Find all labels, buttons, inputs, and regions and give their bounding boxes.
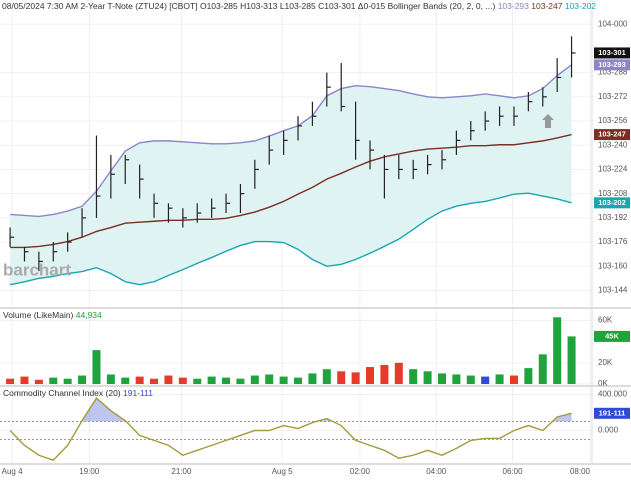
volume-bar — [207, 376, 216, 384]
volume-bar — [524, 368, 533, 384]
volume-title: Volume (LikeMain) 44,934 — [3, 310, 102, 320]
volume-bar — [294, 377, 303, 384]
volume-bar — [308, 373, 317, 384]
volume-bar — [106, 374, 115, 384]
price-flag-label: 103-202 — [598, 198, 626, 207]
volume-bar — [178, 377, 187, 384]
price-flag-label: 103-293 — [598, 60, 626, 69]
y-tick-label: 0.000 — [598, 426, 619, 435]
cci-title-text: Commodity Channel Index (20) — [3, 388, 121, 398]
volume-bar — [538, 354, 547, 384]
x-tick-label: 04:00 — [426, 467, 447, 476]
volume-bar — [509, 375, 518, 384]
y-tick-label: 103-240 — [598, 140, 628, 149]
volume-bar — [6, 378, 15, 384]
y-tick-label: 60K — [598, 316, 613, 325]
volume-bar — [49, 377, 58, 384]
y-tick-label: 103-272 — [598, 92, 628, 101]
y-tick-label: 103-288 — [598, 68, 628, 77]
price-flag — [594, 47, 630, 59]
y-tick-label: 103-192 — [598, 213, 628, 222]
volume-bar — [265, 374, 274, 384]
x-tick-label: 02:00 — [350, 467, 371, 476]
band-line — [9, 192, 572, 286]
price-flag — [594, 197, 630, 209]
band-label: 103-202 — [565, 1, 596, 11]
cci-line — [9, 397, 572, 462]
volume-title-text: Volume (LikeMain) — [3, 310, 74, 320]
header-text: 08/05/2024 7:30 AM 2-Year T-Note (ZTU24)… — [2, 1, 495, 11]
price-flag — [594, 330, 630, 342]
price-flag-label: 191-111 — [599, 408, 626, 417]
volume-bar — [495, 374, 504, 384]
y-tick-label: 103-144 — [598, 286, 628, 295]
volume-bar — [423, 371, 432, 384]
volume-last: 44,934 — [76, 310, 102, 320]
x-tick-label: 08:00 — [570, 467, 591, 476]
volume-bar — [135, 376, 144, 384]
band-line — [10, 133, 572, 249]
price-flag — [594, 129, 630, 141]
volume-bar — [366, 367, 375, 384]
y-tick-label: 20K — [598, 358, 613, 367]
volume-bar — [322, 369, 331, 384]
y-tick-label: 103-160 — [598, 261, 628, 270]
logo: barchart — [3, 260, 71, 279]
volume-bar — [452, 374, 461, 384]
y-tick-label: 103-256 — [598, 116, 628, 125]
y-tick-label: 103-224 — [598, 165, 628, 174]
volume-bar — [150, 378, 159, 384]
band-label: 103-247 — [531, 1, 562, 11]
cci-title: Commodity Channel Index (20) 191-111 — [3, 388, 153, 398]
x-tick-label: 06:00 — [503, 467, 524, 476]
price-flag — [594, 407, 630, 419]
x-tick-label: 19:00 — [79, 467, 100, 476]
volume-bar — [380, 364, 389, 384]
y-tick-label: 104-000 — [598, 19, 628, 28]
volume-bar — [222, 377, 231, 384]
x-tick-label: Aug 5 — [272, 467, 293, 476]
band-label: 103-293 — [498, 1, 529, 11]
y-tick-label: 0K — [598, 379, 608, 388]
volume-bar — [20, 376, 29, 384]
y-tick-label: 103-208 — [598, 189, 628, 198]
band-line — [10, 64, 572, 218]
volume-bar — [34, 379, 43, 384]
header: 08/05/2024 7:30 AM 2-Year T-Note (ZTU24)… — [2, 1, 596, 11]
volume-bar — [409, 369, 418, 384]
y-tick-label: 400.000 — [598, 390, 627, 399]
cci-last: 191-111 — [123, 388, 153, 398]
volume-bar — [481, 376, 490, 384]
arrow-icon — [542, 114, 554, 128]
volume-bar — [236, 378, 245, 384]
volume-bar — [351, 372, 360, 384]
volume-bar — [466, 375, 475, 384]
volume-bar — [92, 350, 101, 384]
volume-bar — [567, 336, 576, 384]
volume-bar — [337, 371, 346, 384]
price-flag — [594, 59, 630, 71]
volume-bar — [121, 377, 130, 384]
price-flag-label: 45K — [605, 331, 619, 340]
volume-bar — [250, 375, 259, 384]
band-fill — [10, 64, 572, 285]
volume-bar — [279, 376, 288, 384]
volume-bar — [394, 362, 403, 384]
x-tick-label: Aug 4 — [2, 467, 23, 476]
volume-bar — [78, 375, 87, 384]
x-tick-label: 21:00 — [171, 467, 192, 476]
volume-bar — [437, 373, 446, 384]
volume-bar — [164, 375, 173, 384]
volume-bar — [63, 378, 72, 384]
y-tick-label: 103-176 — [598, 237, 628, 246]
volume-bar — [193, 378, 202, 384]
price-flag-label: 103-247 — [598, 130, 626, 139]
price-flag-label: 103-301 — [598, 48, 626, 57]
volume-bar — [553, 317, 562, 384]
